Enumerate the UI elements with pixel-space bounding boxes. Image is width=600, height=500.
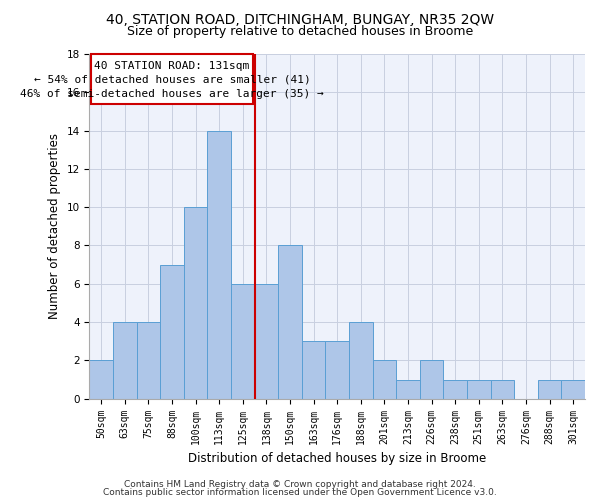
Bar — [231, 284, 254, 399]
Text: Contains public sector information licensed under the Open Government Licence v3: Contains public sector information licen… — [103, 488, 497, 497]
Bar — [254, 284, 278, 399]
Bar — [491, 380, 514, 398]
Bar — [562, 380, 585, 398]
Bar — [184, 207, 208, 398]
Text: 40 STATION ROAD: 131sqm: 40 STATION ROAD: 131sqm — [94, 60, 250, 70]
Bar — [420, 360, 443, 399]
Bar — [396, 380, 420, 398]
X-axis label: Distribution of detached houses by size in Broome: Distribution of detached houses by size … — [188, 452, 487, 465]
Bar — [278, 246, 302, 398]
Bar — [443, 380, 467, 398]
Bar — [325, 341, 349, 398]
Bar — [467, 380, 491, 398]
Text: Size of property relative to detached houses in Broome: Size of property relative to detached ho… — [127, 25, 473, 38]
Bar — [373, 360, 396, 399]
Bar — [349, 322, 373, 398]
Text: 40, STATION ROAD, DITCHINGHAM, BUNGAY, NR35 2QW: 40, STATION ROAD, DITCHINGHAM, BUNGAY, N… — [106, 12, 494, 26]
Bar — [302, 341, 325, 398]
Bar — [89, 360, 113, 399]
Bar — [160, 264, 184, 398]
Y-axis label: Number of detached properties: Number of detached properties — [48, 134, 61, 320]
FancyBboxPatch shape — [91, 54, 253, 104]
Text: Contains HM Land Registry data © Crown copyright and database right 2024.: Contains HM Land Registry data © Crown c… — [124, 480, 476, 489]
Bar — [538, 380, 562, 398]
Bar — [113, 322, 137, 398]
Bar — [208, 130, 231, 398]
Text: ← 54% of detached houses are smaller (41): ← 54% of detached houses are smaller (41… — [34, 75, 310, 85]
Bar — [137, 322, 160, 398]
Text: 46% of semi-detached houses are larger (35) →: 46% of semi-detached houses are larger (… — [20, 89, 324, 99]
